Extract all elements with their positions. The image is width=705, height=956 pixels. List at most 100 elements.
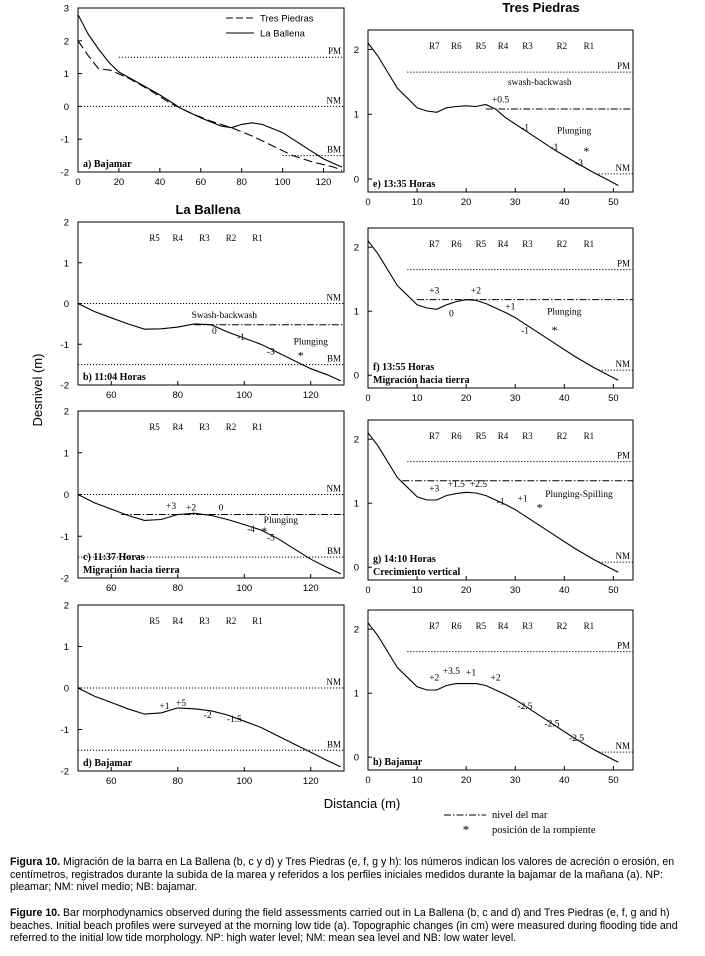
rod-label: R1 <box>252 422 263 432</box>
x-tick-label: 100 <box>236 583 252 594</box>
change-label: +2 <box>491 673 501 683</box>
change-label: -2.5 <box>545 719 560 729</box>
panel-frame <box>367 419 634 581</box>
rod-label: R5 <box>149 233 160 243</box>
y-tick-label: 0 <box>64 299 69 310</box>
rod-label: R5 <box>476 621 487 631</box>
series-line-profile <box>367 42 619 186</box>
x-tick-label: 30 <box>510 197 521 208</box>
reference-level-label: PM <box>617 641 630 651</box>
change-label: -3 <box>575 159 583 169</box>
rod-label: R1 <box>584 41 595 51</box>
x-tick-label: 40 <box>559 775 570 786</box>
change-label: -1.5 <box>227 715 242 725</box>
change-label: +3 <box>429 286 439 296</box>
x-tick-label: 30 <box>510 775 521 786</box>
rod-label: R2 <box>557 41 568 51</box>
rod-label: R5 <box>476 41 487 51</box>
rod-label: R4 <box>172 233 183 243</box>
y-tick-label: -1 <box>61 135 69 146</box>
x-tick-label: 20 <box>461 197 472 208</box>
panel-frame <box>367 227 634 389</box>
rod-label: R3 <box>199 233 210 243</box>
y-tick-label: 2 <box>64 407 69 418</box>
rod-label: R4 <box>498 621 509 631</box>
rod-label: R2 <box>226 233 237 243</box>
x-tick-label: 100 <box>236 390 252 401</box>
change-label: Plunging <box>294 337 329 347</box>
legend-break-label: posición de la rompiente <box>492 825 596 836</box>
change-label: 0 <box>219 503 224 513</box>
change-label: +2 <box>429 673 439 683</box>
x-tick-label: 10 <box>412 775 423 786</box>
rod-label: R1 <box>584 239 595 249</box>
y-tick-label: 1 <box>354 499 359 510</box>
x-tick-label: 60 <box>195 177 206 188</box>
x-tick-label: 20 <box>461 775 472 786</box>
rod-label: R7 <box>429 431 440 441</box>
rod-label: R3 <box>199 616 210 626</box>
rod-label: R5 <box>149 422 160 432</box>
panel-g: 0 10 20 30 40 50 0 1 2 PM NM R7 R6 R5 R4 R3 R2 R1 * +3 +1.5 +… <box>354 419 634 596</box>
series-line-profile <box>77 494 341 575</box>
x-tick-label: 80 <box>172 390 183 401</box>
y-tick-label: -2 <box>61 767 69 778</box>
panel-frame <box>77 7 345 173</box>
rod-label: R5 <box>476 239 487 249</box>
change-label: -2 <box>204 711 212 721</box>
caption-es-text: Migración de la barra en La Ballena (b, … <box>10 856 675 894</box>
rod-label: R4 <box>498 239 509 249</box>
rod-label: R4 <box>172 422 183 432</box>
reference-level-label: PM <box>617 451 630 461</box>
rod-label: R1 <box>584 621 595 631</box>
x-tick-label: 40 <box>559 585 570 596</box>
reference-level-label: BM <box>327 739 341 749</box>
change-label: Plunging-Spilling <box>545 490 613 500</box>
x-tick-label: 40 <box>559 393 570 404</box>
change-label: Swash-backwash <box>192 311 258 321</box>
reference-level-label: NM <box>326 677 341 687</box>
y-tick-label: 0 <box>354 175 359 186</box>
panel-subtitle: Migración hacia tierra <box>373 375 470 386</box>
change-label: +2.5 <box>470 480 487 490</box>
break-point-marker: * <box>551 323 557 337</box>
rod-label: R3 <box>522 239 533 249</box>
rod-label: R2 <box>226 422 237 432</box>
x-tick-label: 20 <box>461 585 472 596</box>
rod-label: R6 <box>451 41 462 51</box>
change-label: +1.5 <box>448 480 465 490</box>
y-tick-label: 0 <box>354 753 359 764</box>
rod-label: R2 <box>557 621 568 631</box>
x-tick-label: 10 <box>412 197 423 208</box>
x-tick-label: 20 <box>114 177 125 188</box>
change-label: -1 <box>551 143 559 153</box>
x-tick-label: 50 <box>608 775 619 786</box>
rod-label: R3 <box>199 422 210 432</box>
y-tick-label: 2 <box>64 601 69 612</box>
change-label: -1 <box>497 497 505 507</box>
x-tick-label: 80 <box>172 583 183 594</box>
panel-title: b) 11:04 Horas <box>83 372 146 383</box>
x-tick-label: 40 <box>559 197 570 208</box>
left-panel-header: La Ballena <box>175 202 241 217</box>
change-label: -3 <box>267 347 275 357</box>
x-tick-label: 60 <box>106 776 117 787</box>
panel-title: h) Bajamar <box>373 757 423 768</box>
y-tick-label: 1 <box>354 110 359 121</box>
panel-title: a) Bajamar <box>83 159 132 170</box>
break-point-marker: * <box>261 524 267 538</box>
x-tick-label: 120 <box>303 776 319 787</box>
reference-level-label: BM <box>327 145 341 155</box>
x-tick-label: 120 <box>316 177 332 188</box>
x-tick-label: 80 <box>236 177 247 188</box>
y-tick-label: 1 <box>64 69 69 80</box>
y-tick-label: -2 <box>61 574 69 585</box>
y-tick-label: 0 <box>354 563 359 574</box>
break-point-marker: * <box>537 500 543 514</box>
series-line-profile <box>367 432 619 573</box>
change-label: +5 <box>176 699 186 709</box>
series-line-profile <box>367 240 619 381</box>
panel-subtitle: Crecimiento vertical <box>373 567 460 578</box>
y-tick-label: 3 <box>64 4 69 15</box>
